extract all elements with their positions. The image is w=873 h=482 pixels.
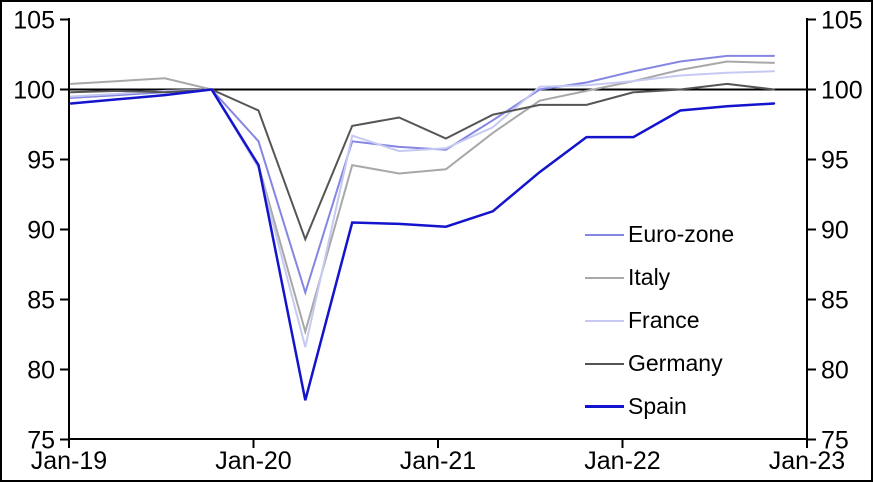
legend-label-italy: Italy [628, 264, 671, 290]
legend-swatch-france [585, 319, 624, 322]
y-tick-label-left: 75 [27, 427, 55, 455]
legend-label-spain: Spain [628, 393, 687, 419]
y-tick-label-right: 90 [821, 217, 849, 245]
y-tick-label-left: 80 [27, 357, 55, 385]
y-tick-label-left: 100 [13, 77, 55, 105]
y-tick-label-right: 75 [821, 427, 849, 455]
y-tick-label-right: 85 [821, 287, 849, 315]
legend-item-italy: Italy [585, 256, 734, 299]
legend-label-euro-zone: Euro-zone [628, 221, 735, 247]
series-lines [69, 54, 776, 401]
y-tick-label-left: 90 [27, 217, 55, 245]
legend-label-france: France [628, 307, 700, 333]
legend-swatch-spain [585, 405, 624, 408]
x-tick-label: Jan-21 [400, 447, 476, 475]
y-tick-label-right: 95 [821, 147, 849, 175]
series-line-spain [69, 88, 776, 401]
series-line-italy [70, 60, 775, 336]
legend-label-germany: Germany [628, 350, 723, 376]
y-tick-label-left: 85 [27, 287, 55, 315]
legend-item-euro-zone: Euro-zone [585, 213, 734, 256]
series-line-germany [70, 82, 775, 243]
y-tick-label-right: 105 [821, 7, 863, 35]
legend: Euro-zone Italy France Germany Spain [585, 213, 734, 428]
x-tick-label: Jan-22 [584, 447, 660, 475]
y-tick-label-right: 100 [821, 77, 863, 105]
x-tick-label: Jan-19 [31, 447, 107, 475]
legend-swatch-germany [585, 362, 624, 365]
legend-swatch-euro-zone [585, 233, 624, 236]
y-tick-label-left: 95 [27, 147, 55, 175]
x-tick-label: Jan-20 [215, 447, 291, 475]
y-tick-label-right: 80 [821, 357, 849, 385]
x-tick-label: Jan-23 [769, 447, 845, 475]
legend-item-france: France [585, 299, 734, 342]
legend-item-germany: Germany [585, 342, 734, 385]
axes [60, 18, 816, 448]
y-tick-label-left: 105 [13, 7, 55, 35]
legend-item-spain: Spain [585, 385, 734, 428]
legend-swatch-italy [585, 276, 624, 279]
